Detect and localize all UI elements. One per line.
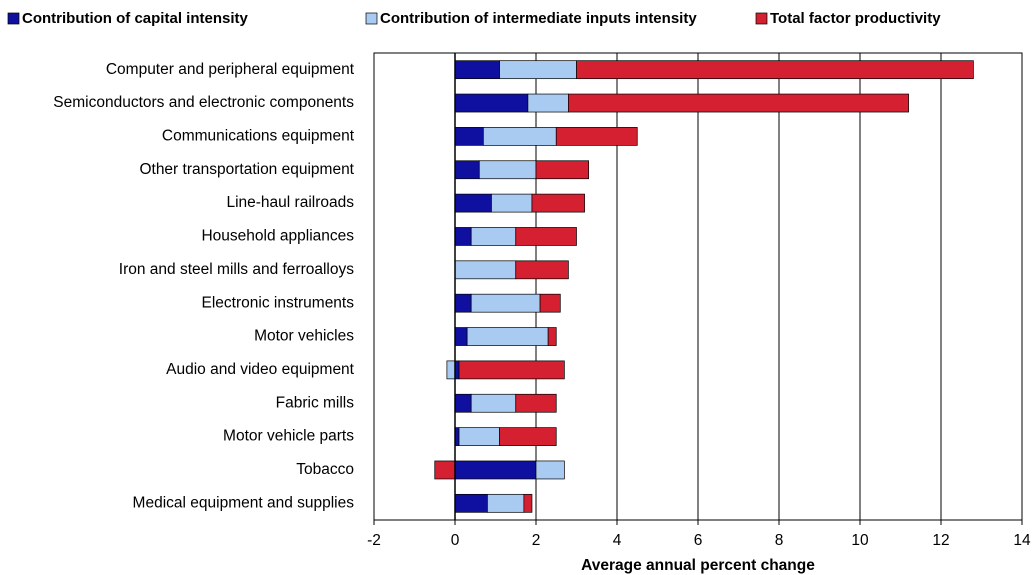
bar xyxy=(555,127,638,146)
legend: Contribution of capital intensity Contrib… xyxy=(7,10,941,27)
y-tick-label: Fabric mills xyxy=(276,394,355,411)
bar xyxy=(454,260,517,280)
bar xyxy=(483,127,557,146)
x-tick-label: 8 xyxy=(775,532,784,549)
legend-label: Contribution of capital intensity xyxy=(22,10,248,27)
legend-label: Contribution of intermediate inputs inte… xyxy=(380,10,697,27)
bar xyxy=(487,493,525,513)
y-tick-label: Other transportation equipment xyxy=(139,161,354,178)
bar xyxy=(576,60,974,80)
bar xyxy=(454,493,488,513)
x-tick-label: 4 xyxy=(613,532,622,549)
bar xyxy=(458,360,565,380)
legend-swatch xyxy=(755,12,768,25)
x-tick-label: 14 xyxy=(1013,532,1031,549)
x-axis-title: Average annual percent change xyxy=(581,557,815,574)
y-tick-label: Motor vehicles xyxy=(254,328,354,345)
bar xyxy=(523,493,533,513)
bar xyxy=(454,93,529,113)
y-tick-label: Communications equipment xyxy=(162,127,355,144)
bar xyxy=(539,293,561,313)
legend-label: Total factor productivity xyxy=(770,10,941,27)
bar xyxy=(470,393,517,413)
bar xyxy=(527,93,569,113)
y-tick-label: Semiconductors and electronic components xyxy=(53,94,354,111)
x-tick-label: 10 xyxy=(851,532,869,549)
x-tick-label: 12 xyxy=(932,532,949,549)
bar xyxy=(466,327,549,346)
bar xyxy=(470,227,517,246)
x-tick-label: 0 xyxy=(451,532,460,549)
y-tick-label: Tobacco xyxy=(296,461,354,478)
legend-swatch xyxy=(365,12,378,25)
bar xyxy=(454,293,472,313)
bar xyxy=(454,227,472,246)
bar xyxy=(531,193,585,213)
y-tick-label: Medical equipment and supplies xyxy=(133,494,355,511)
bar xyxy=(446,360,456,380)
bar xyxy=(434,460,456,480)
bar xyxy=(535,160,590,180)
y-tick-label: Motor vehicle parts xyxy=(223,428,354,445)
y-tick-label: Line-haul railroads xyxy=(226,194,354,211)
bar xyxy=(515,227,577,246)
legend-swatch xyxy=(7,12,20,25)
y-tick-label: Computer and peripheral equipment xyxy=(106,61,355,78)
bar xyxy=(478,160,537,180)
plot-border xyxy=(373,52,1023,521)
x-tick-label: -2 xyxy=(367,532,381,549)
y-tick-label: Iron and steel mills and ferroalloys xyxy=(119,261,354,278)
bar xyxy=(499,427,557,446)
bar xyxy=(515,260,569,280)
bar xyxy=(454,127,484,146)
bar xyxy=(454,160,480,180)
y-tick-label: Household appliances xyxy=(201,228,354,245)
bar xyxy=(568,93,909,113)
x-tick-label: 6 xyxy=(694,532,703,549)
bar xyxy=(454,393,472,413)
x-tick-label: 2 xyxy=(532,532,541,549)
bar xyxy=(458,427,500,446)
y-tick-label: Electronic instruments xyxy=(202,294,355,311)
bar xyxy=(535,460,565,480)
bar xyxy=(491,193,533,213)
bar xyxy=(515,393,557,413)
bar xyxy=(499,60,577,80)
y-tick-label: Audio and video equipment xyxy=(166,361,355,378)
bar xyxy=(454,60,500,80)
bar xyxy=(470,293,541,313)
bar xyxy=(547,327,557,346)
bar xyxy=(454,193,492,213)
bar xyxy=(454,327,468,346)
bar xyxy=(454,460,537,480)
